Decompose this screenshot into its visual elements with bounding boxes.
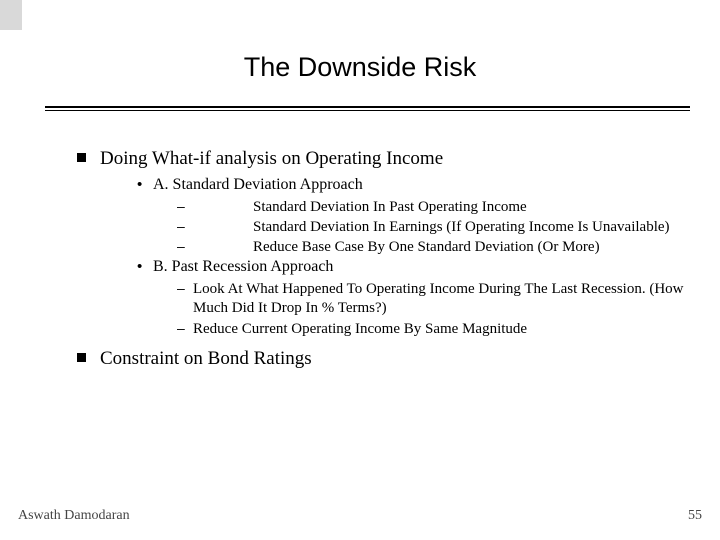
slide: The Downside Risk Doing What-if analysis… xyxy=(0,0,720,540)
dash-bullet-icon: – xyxy=(177,320,185,336)
bullet-level2: • B. Past Recession Approach xyxy=(45,258,690,276)
dot-bullet-icon: • xyxy=(137,258,142,275)
bullet-level3: – Look At What Happened To Operating Inc… xyxy=(45,280,690,318)
dash-bullet-icon: – xyxy=(177,280,185,296)
bullet-level3: – Reduce Current Operating Income By Sam… xyxy=(45,320,690,339)
bullet-level3: – Standard Deviation In Past Operating I… xyxy=(45,198,690,216)
footer-page-number: 55 xyxy=(688,508,702,524)
bullet-text: Constraint on Bond Ratings xyxy=(100,348,312,369)
slide-title: The Downside Risk xyxy=(0,52,720,83)
decorative-stripe xyxy=(0,0,22,30)
bullet-level1: Doing What-if analysis on Operating Inco… xyxy=(45,148,690,170)
bullet-text: Standard Deviation In Earnings (If Opera… xyxy=(253,219,670,235)
square-bullet-icon xyxy=(77,353,86,362)
title-rule-thick xyxy=(45,106,690,108)
content-area: Doing What-if analysis on Operating Inco… xyxy=(45,148,690,376)
title-rule-thin xyxy=(45,110,690,111)
title-area: The Downside Risk xyxy=(0,52,720,83)
bullet-level1: Constraint on Bond Ratings xyxy=(45,348,690,370)
bullet-level3: – Reduce Base Case By One Standard Devia… xyxy=(45,238,690,256)
bullet-text: Reduce Current Operating Income By Same … xyxy=(193,321,527,337)
bullet-text: Look At What Happened To Operating Incom… xyxy=(193,281,684,316)
bullet-text: Standard Deviation In Past Operating Inc… xyxy=(253,199,527,215)
bullet-text: A. Standard Deviation Approach xyxy=(153,176,363,193)
bullet-text: B. Past Recession Approach xyxy=(153,258,333,275)
dash-bullet-icon: – xyxy=(177,218,185,234)
dash-bullet-icon: – xyxy=(177,198,185,214)
dot-bullet-icon: • xyxy=(137,176,142,193)
bullet-level2: • A. Standard Deviation Approach xyxy=(45,176,690,194)
bullet-text: Doing What-if analysis on Operating Inco… xyxy=(100,148,443,169)
footer-author: Aswath Damodaran xyxy=(18,508,130,524)
bullet-level3: – Standard Deviation In Earnings (If Ope… xyxy=(45,218,690,236)
square-bullet-icon xyxy=(77,153,86,162)
dash-bullet-icon: – xyxy=(177,238,185,254)
footer: Aswath Damodaran 55 xyxy=(18,508,702,524)
bullet-text: Reduce Base Case By One Standard Deviati… xyxy=(253,239,600,255)
